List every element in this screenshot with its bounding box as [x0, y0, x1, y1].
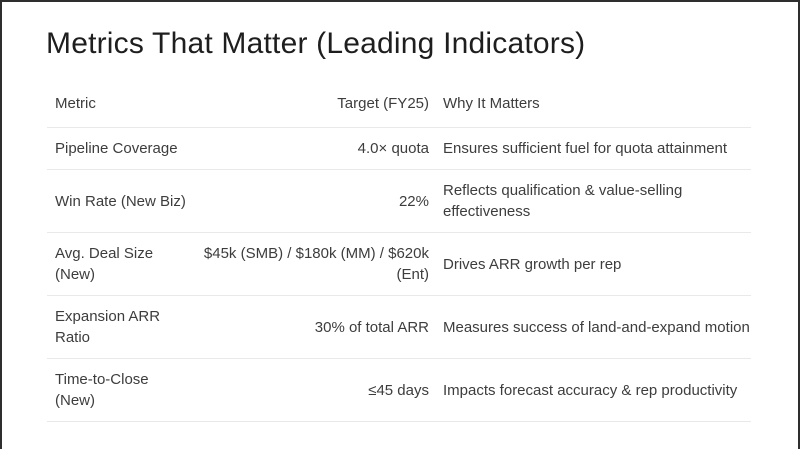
table-row-win-rate: Win Rate (New Biz) 22% Reflects qualific… [47, 170, 751, 233]
column-header-target: Target (FY25) [337, 95, 429, 112]
table-row-expansion-arr-ratio: Expansion ARR Ratio 30% of total ARR Mea… [47, 296, 751, 359]
why-cell: Measures success of land-and-expand moti… [443, 318, 750, 336]
target-cell: 4.0× quota [357, 140, 429, 157]
why-cell: Ensures sufficient fuel for quota attain… [443, 140, 728, 157]
target-cell: 30% of total ARR [314, 318, 429, 336]
column-header-why: Why It Matters [443, 95, 540, 112]
why-cell: Drives ARR growth per rep [443, 255, 622, 273]
target-cell: ≤45 days [368, 381, 429, 399]
column-header-metric: Metric [55, 95, 96, 112]
metric-cell: Expansion ARR Ratio [55, 308, 161, 346]
target-cell: $45k (SMB) / $180k (MM) / $620k (Ent) [203, 245, 429, 283]
metric-cell: Pipeline Coverage [55, 140, 178, 157]
table-row-time-to-close: Time-to-Close (New) ≤45 days Impacts for… [47, 359, 751, 422]
table-header-row: Metric Target (FY25) Why It Matters [47, 93, 751, 128]
why-cell: Impacts forecast accuracy & rep producti… [443, 381, 738, 399]
target-cell: 22% [398, 192, 429, 210]
slide-title: Metrics That Matter (Leading Indicators) [46, 27, 586, 60]
metrics-table: Metric Target (FY25) Why It Matters Pipe… [47, 93, 751, 422]
metric-cell: Time-to-Close (New) [55, 371, 149, 409]
why-cell: Reflects qualification & value-selling e… [443, 182, 683, 220]
table-row-pipeline-coverage: Pipeline Coverage 4.0× quota Ensures suf… [47, 128, 751, 170]
metric-cell: Avg. Deal Size (New) [55, 245, 154, 283]
metric-cell: Win Rate (New Biz) [55, 192, 186, 210]
table-row-avg-deal-size: Avg. Deal Size (New) $45k (SMB) / $180k … [47, 233, 751, 296]
